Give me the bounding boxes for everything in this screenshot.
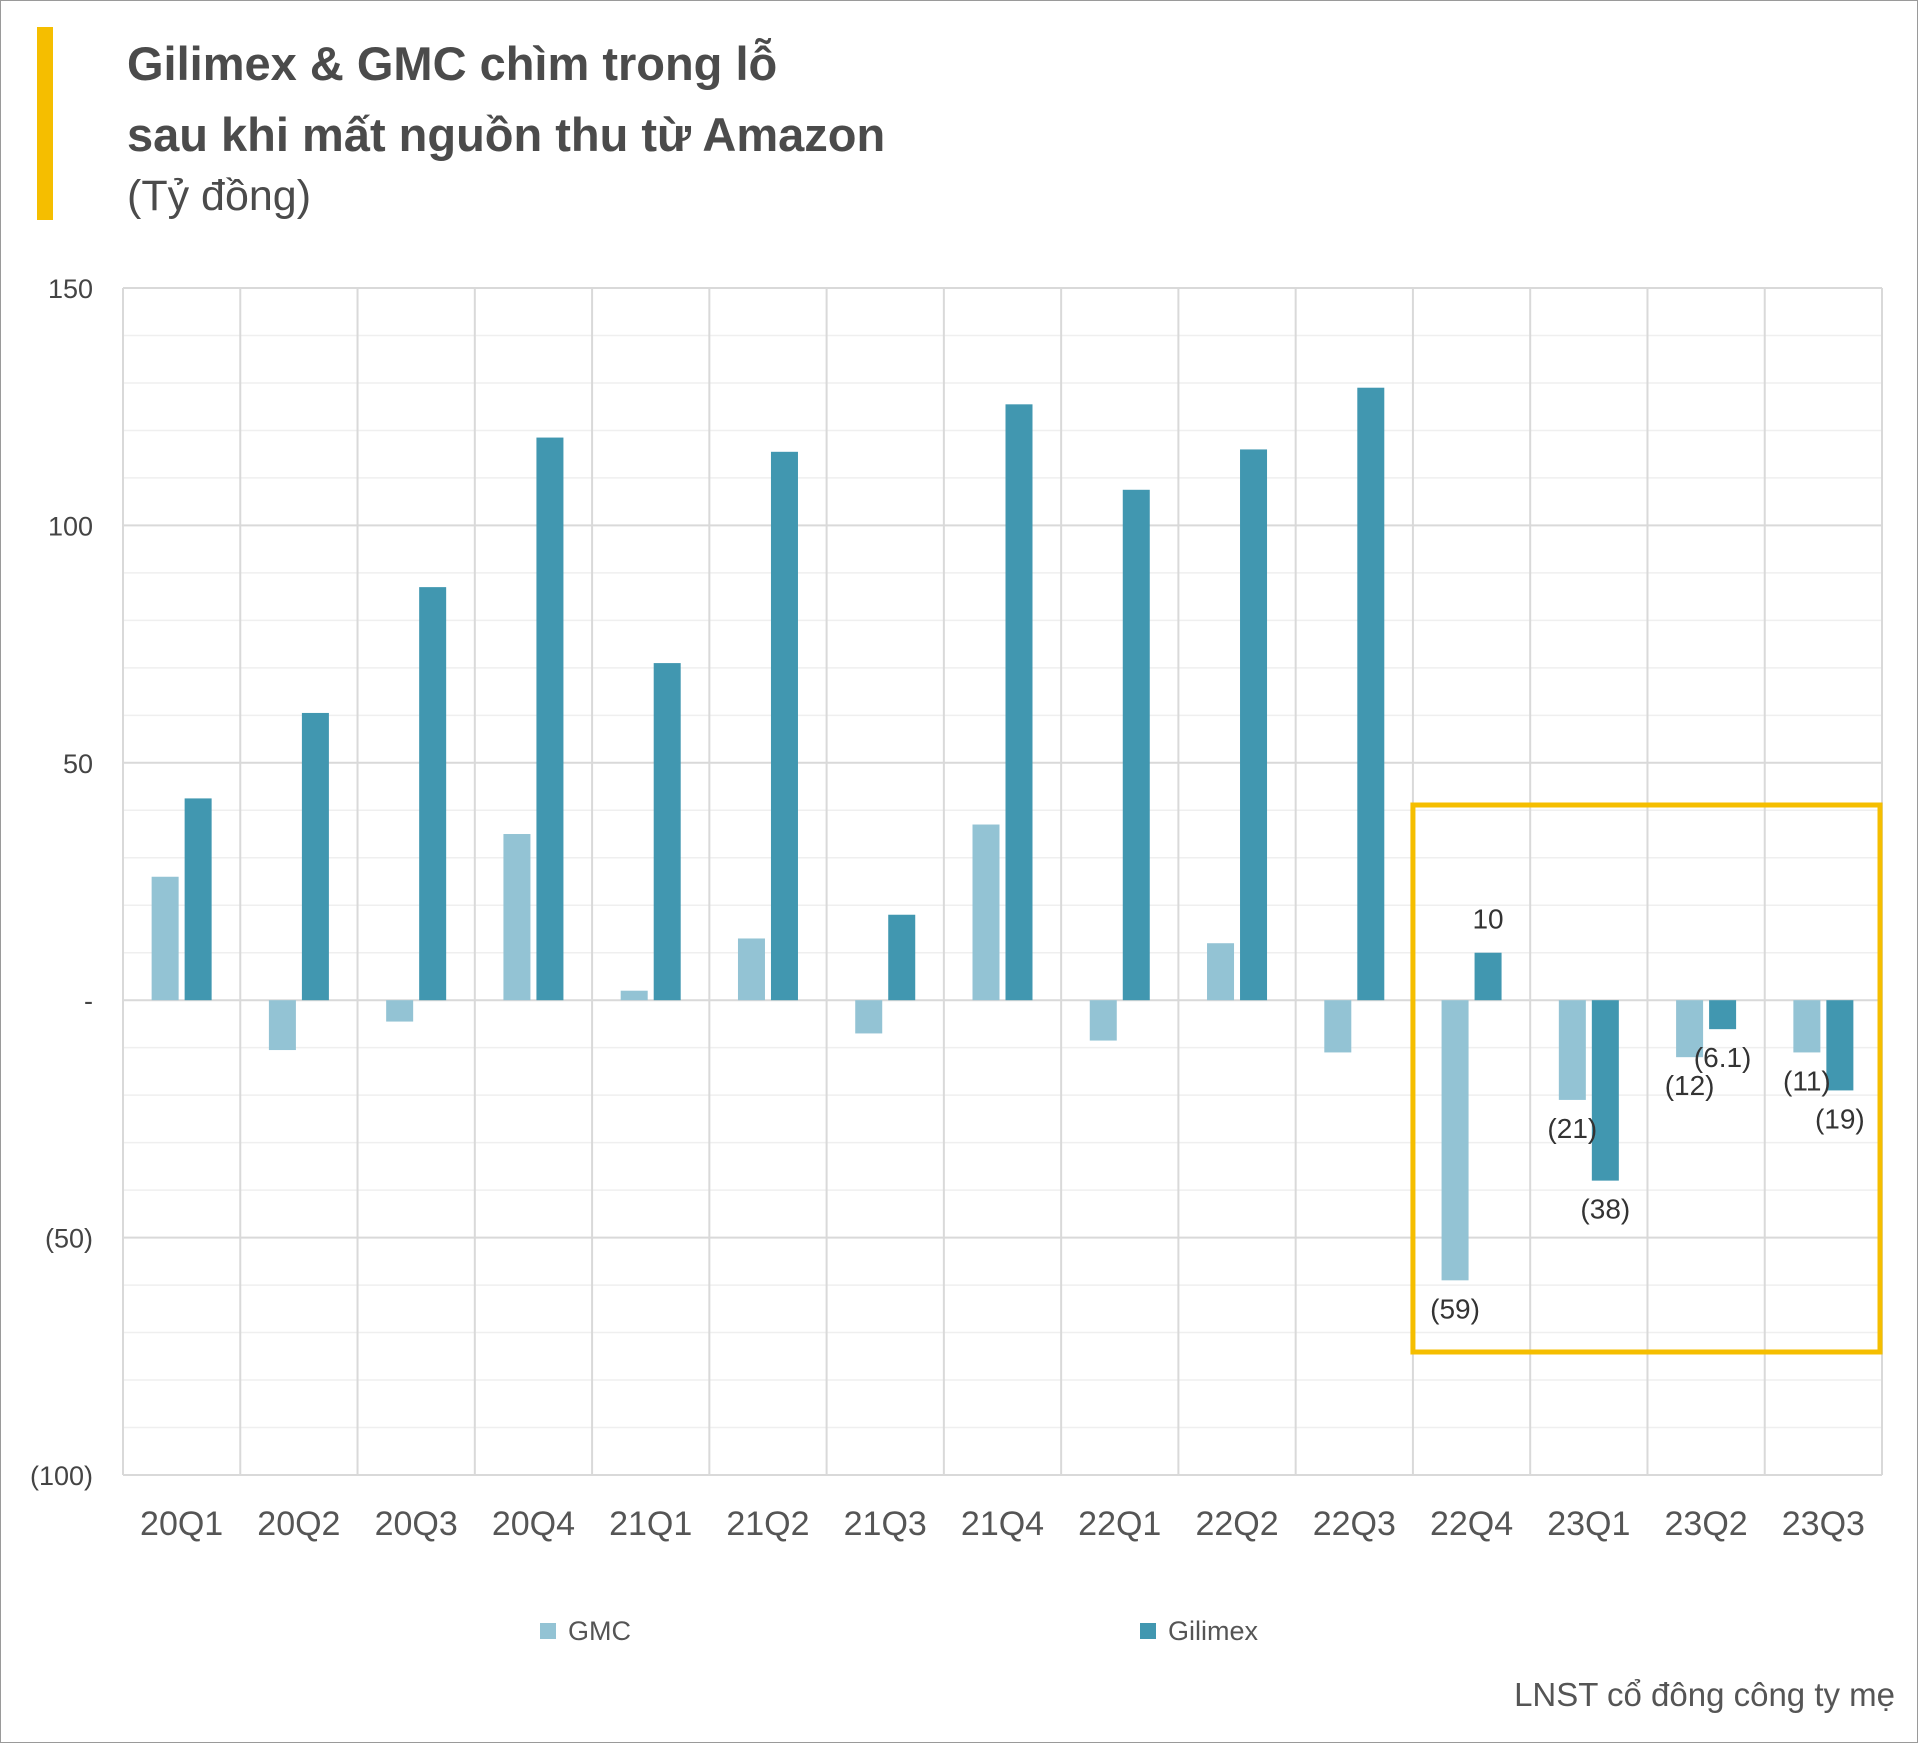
bar-gmc-21q2	[737, 938, 765, 1001]
bar-gmc-20q1	[151, 876, 179, 1001]
bar-gilimex-20q2	[301, 712, 329, 1001]
bar-gmc-21q4	[972, 824, 1000, 1001]
bar-gilimex-23q2	[1709, 1000, 1737, 1030]
x-tick-label: 21Q3	[844, 1505, 927, 1543]
bar-gmc-21q1	[620, 990, 648, 1001]
bar-gmc-20q3	[386, 1000, 414, 1022]
chart-footnote: LNST cổ đông công ty mẹ	[1514, 1676, 1895, 1713]
bar-gmc-20q4	[503, 834, 531, 1001]
data-label: (21)	[1547, 1113, 1597, 1144]
data-label: (19)	[1815, 1103, 1865, 1134]
bar-gilimex-21q3	[888, 914, 916, 1001]
legend-label-gmc: GMC	[568, 1616, 631, 1646]
legend-swatch-gilimex	[1140, 1623, 1156, 1639]
bar-gilimex-20q4	[536, 437, 564, 1001]
data-label: (38)	[1580, 1194, 1630, 1225]
x-tick-label: 23Q3	[1782, 1505, 1865, 1543]
bar-gilimex-22q2	[1240, 449, 1268, 1001]
bar-gmc-22q1	[1089, 1000, 1117, 1041]
x-tick-label: 22Q1	[1078, 1505, 1161, 1543]
data-label: (11)	[1783, 1065, 1831, 1096]
y-tick-label: 100	[48, 511, 93, 541]
bar-gmc-23q3	[1793, 1000, 1821, 1053]
bar-gmc-21q3	[855, 1000, 883, 1034]
x-tick-label: 23Q2	[1665, 1505, 1748, 1543]
x-tick-label: 21Q1	[609, 1505, 692, 1543]
bar-gilimex-20q1	[184, 798, 212, 1001]
highlight-box	[1410, 802, 1883, 1355]
y-tick-label: (100)	[30, 1461, 93, 1491]
bar-gmc-20q2	[268, 1000, 296, 1051]
bar-gilimex-23q1	[1591, 1000, 1619, 1181]
bar-gmc-22q3	[1324, 1000, 1352, 1053]
x-tick-label: 20Q4	[492, 1505, 575, 1543]
x-tick-label: 21Q2	[726, 1505, 809, 1543]
bar-gilimex-23q3	[1826, 1000, 1854, 1091]
x-tick-label: 23Q1	[1547, 1505, 1630, 1543]
legend-swatch-gmc	[540, 1623, 556, 1639]
y-tick-label: (50)	[45, 1224, 93, 1254]
x-tick-label: 22Q4	[1430, 1505, 1513, 1543]
x-tick-label: 20Q1	[140, 1505, 223, 1543]
bar-gilimex-21q4	[1005, 404, 1033, 1001]
bar-gmc-23q1	[1558, 1000, 1586, 1100]
bar-gilimex-22q1	[1122, 489, 1150, 1001]
data-label: (59)	[1430, 1293, 1480, 1324]
chart-title-line-1: Gilimex & GMC chìm trong lỗ	[127, 37, 778, 90]
bar-gilimex-22q3	[1357, 387, 1385, 1001]
data-label: (6.1)	[1694, 1042, 1752, 1073]
title-accent-bar	[37, 27, 53, 220]
chart-unit-subtitle: (Tỷ đồng)	[127, 172, 312, 220]
bar-gilimex-20q3	[419, 587, 447, 1001]
bar-gilimex-21q1	[653, 663, 681, 1001]
x-tick-label: 20Q3	[375, 1505, 458, 1543]
data-label: 10	[1472, 904, 1503, 935]
x-tick-label: 21Q4	[961, 1505, 1044, 1543]
bar-gilimex-21q2	[770, 451, 798, 1001]
bar-gilimex-22q4	[1474, 952, 1502, 1001]
chart-title-line-2: sau khi mất nguồn thu từ Amazon	[127, 108, 886, 161]
bar-gmc-23q2	[1676, 1000, 1704, 1058]
x-tick-label: 20Q2	[257, 1505, 340, 1543]
y-tick-label: -	[84, 986, 93, 1016]
x-tick-label: 22Q2	[1195, 1505, 1278, 1543]
x-tick-label: 22Q3	[1313, 1505, 1396, 1543]
bar-gmc-22q4	[1441, 1000, 1469, 1281]
legend-label-gilimex: Gilimex	[1168, 1616, 1259, 1646]
y-tick-label: 150	[48, 274, 93, 304]
data-label: (12)	[1665, 1070, 1715, 1101]
y-tick-label: 50	[63, 749, 93, 779]
bar-gmc-22q2	[1207, 943, 1235, 1001]
